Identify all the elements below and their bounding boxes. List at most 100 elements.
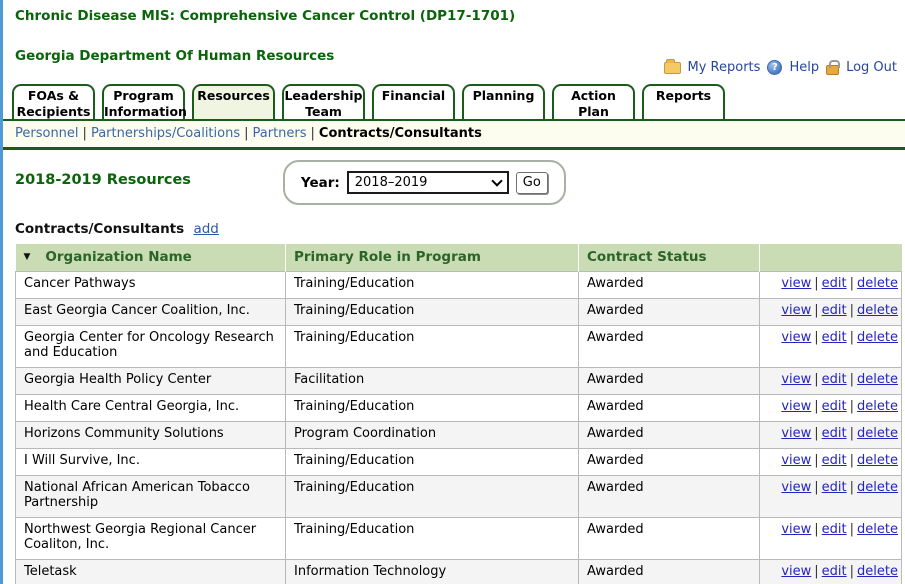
column-header-label: Organization Name <box>45 249 192 265</box>
tab-resources[interactable]: Resources <box>192 84 275 119</box>
cell-primary-role: Training/Education <box>285 448 579 476</box>
cell-primary-role: Program Coordination <box>285 421 579 449</box>
cell-organization-name: Northwest Georgia Regional Cancer Coalit… <box>15 517 286 560</box>
view-link[interactable]: view <box>781 372 812 387</box>
page-title: Chronic Disease MIS: Comprehensive Cance… <box>15 8 516 24</box>
tab-planning[interactable]: Planning <box>462 84 545 119</box>
tab-program-information[interactable]: Program Information <box>102 84 187 119</box>
view-link[interactable]: view <box>781 564 812 579</box>
delete-link[interactable]: delete <box>857 330 898 345</box>
add-contract-link[interactable]: add <box>193 221 219 237</box>
column-header-primary-role: Primary Role in Program <box>285 244 579 272</box>
tab-foas-recipients[interactable]: FOAs & Recipients <box>12 84 95 119</box>
subnav-link-partnerships-coalitions[interactable]: Partnerships/Coalitions <box>90 126 241 141</box>
utility-nav: My Reports ? Help Log Out <box>663 58 897 75</box>
view-link[interactable]: view <box>781 426 812 441</box>
table-row: Horizons Community Solutions Program Coo… <box>15 421 902 449</box>
help-icon: ? <box>767 60 783 75</box>
edit-link[interactable]: edit <box>821 480 847 495</box>
action-separator: | <box>849 522 855 537</box>
edit-link[interactable]: edit <box>821 330 847 345</box>
delete-link[interactable]: delete <box>857 480 898 495</box>
cell-actions: view | edit | delete <box>759 394 902 422</box>
tab-financial[interactable]: Financial <box>372 84 455 119</box>
chevron-down-icon <box>491 174 503 187</box>
cell-contract-status: Awarded <box>578 448 760 476</box>
delete-link[interactable]: delete <box>857 426 898 441</box>
sort-descending-icon[interactable]: ▼ <box>23 252 31 262</box>
edit-link[interactable]: edit <box>821 426 847 441</box>
page-subtitle: Georgia Department Of Human Resources <box>15 48 335 64</box>
tab-action-plan[interactable]: Action Plan <box>552 84 635 119</box>
cell-primary-role: Training/Education <box>285 325 579 368</box>
tab-bar: FOAs & Recipients Program Information Re… <box>3 84 905 121</box>
my-reports-link[interactable]: My Reports <box>687 60 761 75</box>
logout-link[interactable]: Log Out <box>846 60 897 75</box>
view-link[interactable]: view <box>781 480 812 495</box>
tab-leadership-team[interactable]: Leadership Team <box>282 84 365 119</box>
action-separator: | <box>814 522 819 537</box>
cell-actions: view | edit | delete <box>759 517 902 560</box>
delete-link[interactable]: delete <box>857 399 898 414</box>
edit-link[interactable]: edit <box>821 276 847 291</box>
edit-link[interactable]: edit <box>821 453 847 468</box>
action-separator: | <box>814 303 819 318</box>
view-link[interactable]: view <box>781 399 812 414</box>
subnav-separator: | <box>310 126 315 141</box>
cell-actions: view | edit | delete <box>759 271 902 299</box>
delete-link[interactable]: delete <box>857 522 898 537</box>
action-separator: | <box>814 330 819 345</box>
my-reports-folder-icon <box>663 58 681 74</box>
view-link[interactable]: view <box>781 330 812 345</box>
edit-link[interactable]: edit <box>821 564 847 579</box>
action-separator: | <box>814 276 819 291</box>
view-link[interactable]: view <box>781 303 812 318</box>
delete-link[interactable]: delete <box>857 303 898 318</box>
year-select[interactable]: 2018–2019 <box>346 171 509 194</box>
table-row: East Georgia Cancer Coalition, Inc. Trai… <box>15 298 902 326</box>
action-separator: | <box>849 303 855 318</box>
table-row: I Will Survive, Inc. Training/Education … <box>15 448 902 476</box>
resources-subnav: Personnel | Partnerships/Coalitions | Partne… <box>3 121 905 150</box>
table-row: Georgia Center for Oncology Research and… <box>15 325 902 368</box>
cell-contract-status: Awarded <box>578 475 760 518</box>
action-separator: | <box>814 426 819 441</box>
subnav-link-personnel[interactable]: Personnel <box>15 126 79 141</box>
cell-organization-name: Georgia Center for Oncology Research and… <box>15 325 286 368</box>
table-row: Northwest Georgia Regional Cancer Coalit… <box>15 517 902 560</box>
table-row: Teletask Information Technology Awarded … <box>15 559 902 584</box>
year-filter-panel: Year: 2018–2019 Go <box>282 160 566 205</box>
edit-link[interactable]: edit <box>821 372 847 387</box>
edit-link[interactable]: edit <box>821 522 847 537</box>
column-header-organization-name: ▼ Organization Name <box>15 244 286 272</box>
cell-organization-name: East Georgia Cancer Coalition, Inc. <box>15 298 286 326</box>
cell-contract-status: Awarded <box>578 271 760 299</box>
edit-link[interactable]: edit <box>821 399 847 414</box>
cell-organization-name: Horizons Community Solutions <box>15 421 286 449</box>
table-row: Cancer Pathways Training/Education Award… <box>15 271 902 299</box>
action-separator: | <box>849 480 855 495</box>
cell-primary-role: Information Technology <box>285 559 579 584</box>
action-separator: | <box>814 480 819 495</box>
delete-link[interactable]: delete <box>857 564 898 579</box>
action-separator: | <box>849 453 855 468</box>
help-link[interactable]: Help <box>789 60 820 75</box>
view-link[interactable]: view <box>781 276 812 291</box>
cell-organization-name: Teletask <box>15 559 286 584</box>
cell-primary-role: Training/Education <box>285 298 579 326</box>
tab-reports[interactable]: Reports <box>642 84 725 119</box>
edit-link[interactable]: edit <box>821 303 847 318</box>
left-edge-accent-bar <box>0 0 3 584</box>
table-row: Georgia Health Policy Center Facilitatio… <box>15 367 902 395</box>
logout-lock-icon <box>826 60 841 75</box>
delete-link[interactable]: delete <box>857 276 898 291</box>
subnav-link-partners[interactable]: Partners <box>252 126 307 141</box>
cell-primary-role: Training/Education <box>285 394 579 422</box>
view-link[interactable]: view <box>781 522 812 537</box>
delete-link[interactable]: delete <box>857 453 898 468</box>
view-link[interactable]: view <box>781 453 812 468</box>
action-separator: | <box>849 276 855 291</box>
cell-actions: view | edit | delete <box>759 475 902 518</box>
go-button[interactable]: Go <box>515 171 548 194</box>
delete-link[interactable]: delete <box>857 372 898 387</box>
